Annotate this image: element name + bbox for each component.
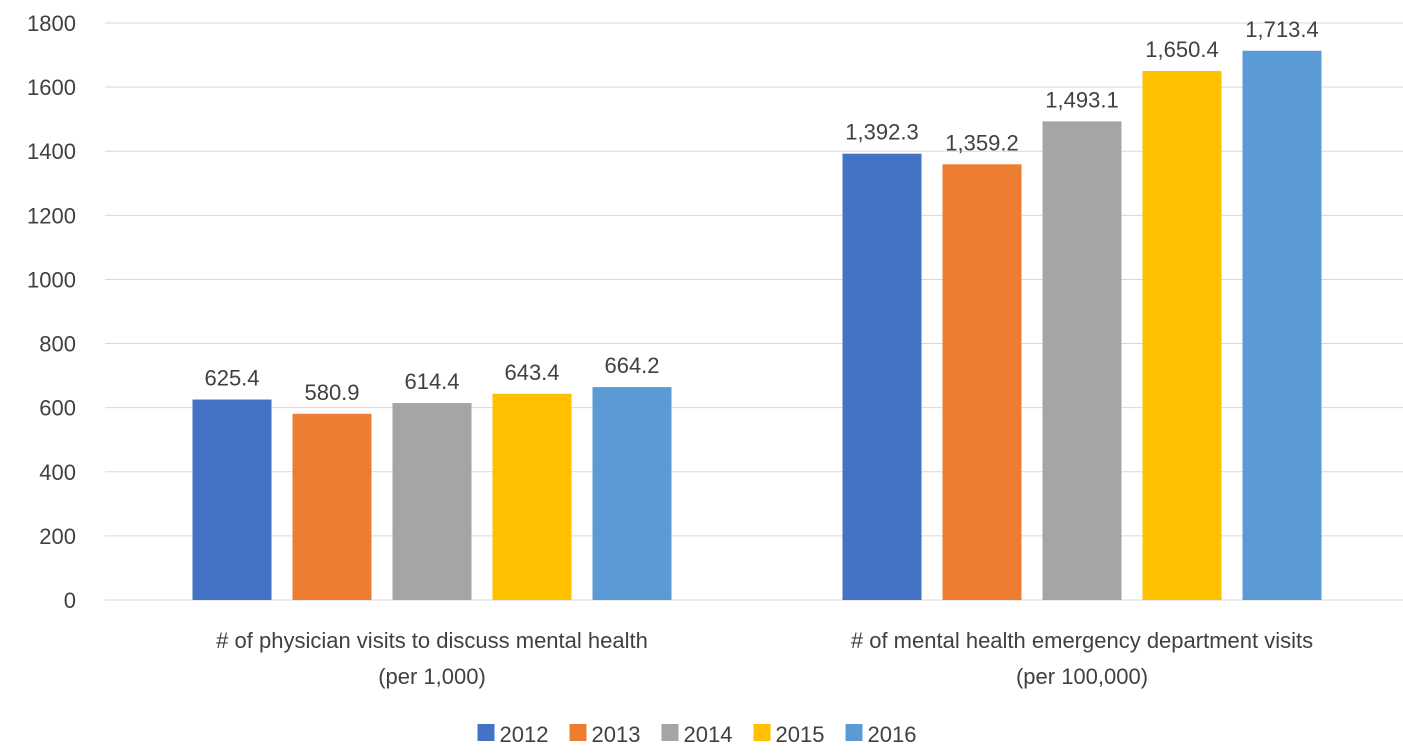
legend-item-2015: 2015 — [753, 722, 825, 747]
data-label: 1,650.4 — [1145, 37, 1218, 62]
x-category-label: (per 1,000) — [378, 664, 486, 689]
y-tick-label: 1800 — [27, 11, 76, 36]
x-axis-category-labels: # of physician visits to discuss mental … — [216, 628, 1313, 689]
legend-swatch — [477, 724, 495, 741]
y-axis-tick-labels: 0 200 400 600 800 1000 1200 1400 1600 1800 — [27, 11, 76, 613]
data-label: 1,713.4 — [1245, 17, 1318, 42]
legend-item-2016: 2016 — [845, 722, 917, 747]
data-label: 664.2 — [604, 353, 659, 378]
x-category-label: # of mental health emergency department … — [851, 628, 1313, 653]
bar-2014-cat2 — [1042, 121, 1122, 600]
bar-2013-cat2 — [942, 164, 1022, 600]
legend-swatch — [845, 724, 863, 741]
data-label: 614.4 — [404, 369, 459, 394]
data-label: 1,392.3 — [845, 120, 918, 145]
bar-2014-cat1 — [392, 403, 472, 600]
legend-item-2014: 2014 — [661, 722, 733, 747]
legend-swatch — [569, 724, 587, 741]
bar-2012-cat2 — [842, 153, 922, 601]
legend-swatch — [661, 724, 679, 741]
x-category-label: # of physician visits to discuss mental … — [216, 628, 648, 653]
y-tick-label: 1400 — [27, 139, 76, 164]
data-label: 1,359.2 — [945, 130, 1018, 155]
y-tick-label: 1200 — [27, 203, 76, 228]
bar-2015-cat1 — [492, 393, 572, 600]
legend-swatch — [753, 724, 771, 741]
data-label: 1,493.1 — [1045, 87, 1118, 112]
bar-2013-cat1 — [292, 413, 372, 600]
y-tick-label: 600 — [39, 396, 76, 421]
bar-2016-cat1 — [592, 387, 672, 600]
data-label: 643.4 — [504, 360, 559, 385]
legend-item-2013: 2013 — [569, 722, 641, 747]
data-labels: 625.4 1,392.3 580.9 1,359.2 614.4 1,493.1 643.… — [204, 17, 1318, 405]
y-tick-label: 400 — [39, 460, 76, 485]
legend-label: 2013 — [592, 722, 641, 747]
legend-label: 2014 — [684, 722, 733, 747]
bar-2015-cat2 — [1142, 70, 1222, 601]
bars — [192, 50, 1322, 601]
y-tick-label: 1600 — [27, 75, 76, 100]
data-label: 580.9 — [304, 380, 359, 405]
y-tick-label: 800 — [39, 332, 76, 357]
y-tick-label: 1000 — [27, 267, 76, 292]
y-tick-label: 200 — [39, 524, 76, 549]
data-label: 625.4 — [204, 366, 259, 391]
legend-label: 2012 — [500, 722, 549, 747]
legend-label: 2016 — [868, 722, 917, 747]
legend-item-2012: 2012 — [477, 722, 549, 747]
bar-2016-cat2 — [1242, 50, 1322, 600]
x-category-label: (per 100,000) — [1016, 664, 1148, 689]
y-tick-label: 0 — [64, 588, 76, 613]
legend: 2012 2013 2014 2015 2016 — [477, 722, 917, 747]
legend-label: 2015 — [776, 722, 825, 747]
bar-2012-cat1 — [192, 399, 272, 600]
